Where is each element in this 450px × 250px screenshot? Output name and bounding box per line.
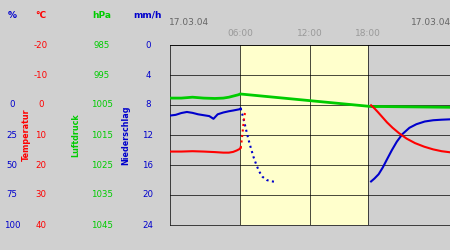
Text: 100: 100 <box>4 220 20 230</box>
Text: 0: 0 <box>9 100 15 110</box>
Text: 20: 20 <box>35 160 46 170</box>
Text: 0: 0 <box>145 40 151 50</box>
Text: 985: 985 <box>94 40 110 50</box>
Text: -20: -20 <box>34 40 48 50</box>
Text: 06:00: 06:00 <box>227 29 253 38</box>
Text: -10: -10 <box>34 70 48 80</box>
Text: 25: 25 <box>6 130 18 140</box>
Text: hPa: hPa <box>93 10 112 20</box>
Text: 18:00: 18:00 <box>356 29 381 38</box>
Text: 10: 10 <box>35 130 46 140</box>
Text: 1025: 1025 <box>91 160 113 170</box>
Text: 1015: 1015 <box>91 130 113 140</box>
Text: 0: 0 <box>38 100 44 110</box>
Text: 995: 995 <box>94 70 110 80</box>
Text: 1005: 1005 <box>91 100 113 110</box>
Text: 8: 8 <box>145 100 151 110</box>
Text: 50: 50 <box>6 160 18 170</box>
Text: 1045: 1045 <box>91 220 113 230</box>
Text: °C: °C <box>35 10 46 20</box>
Text: Luftdruck: Luftdruck <box>71 113 80 157</box>
Text: mm/h: mm/h <box>134 10 162 20</box>
Text: 1035: 1035 <box>91 190 113 200</box>
Text: 30: 30 <box>35 190 46 200</box>
Text: 16: 16 <box>143 160 153 170</box>
Text: 12: 12 <box>143 130 153 140</box>
Text: 40: 40 <box>35 220 46 230</box>
Text: 20: 20 <box>143 190 153 200</box>
Text: 24: 24 <box>143 220 153 230</box>
Text: %: % <box>7 10 16 20</box>
Text: 17.03.04: 17.03.04 <box>169 18 209 27</box>
Text: 75: 75 <box>6 190 18 200</box>
Text: 4: 4 <box>145 70 151 80</box>
Text: Temperatur: Temperatur <box>22 109 31 161</box>
Text: 17.03.04: 17.03.04 <box>411 18 450 27</box>
Text: 12:00: 12:00 <box>297 29 323 38</box>
Text: Niederschlag: Niederschlag <box>122 105 130 165</box>
Bar <box>240 45 368 225</box>
